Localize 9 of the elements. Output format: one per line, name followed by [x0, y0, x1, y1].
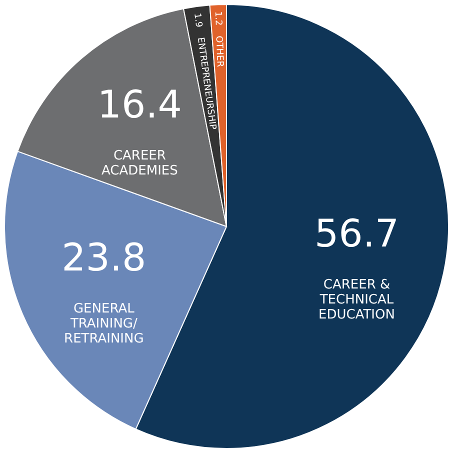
data-label: 1.9 — [192, 12, 204, 28]
data-label: 1.2 — [212, 11, 223, 26]
slice-label: OTHER — [213, 36, 224, 68]
data-label: 56.7 — [314, 211, 400, 256]
slice-label: CAREER ACADEMIES — [101, 148, 178, 178]
data-label: 23.8 — [62, 236, 146, 280]
slice-label: GENERAL TRAINING/ RETRAINING — [64, 302, 144, 347]
data-label: 16.4 — [97, 82, 182, 126]
slice-label: CAREER & TECHNICAL EDUCATION — [318, 277, 395, 322]
